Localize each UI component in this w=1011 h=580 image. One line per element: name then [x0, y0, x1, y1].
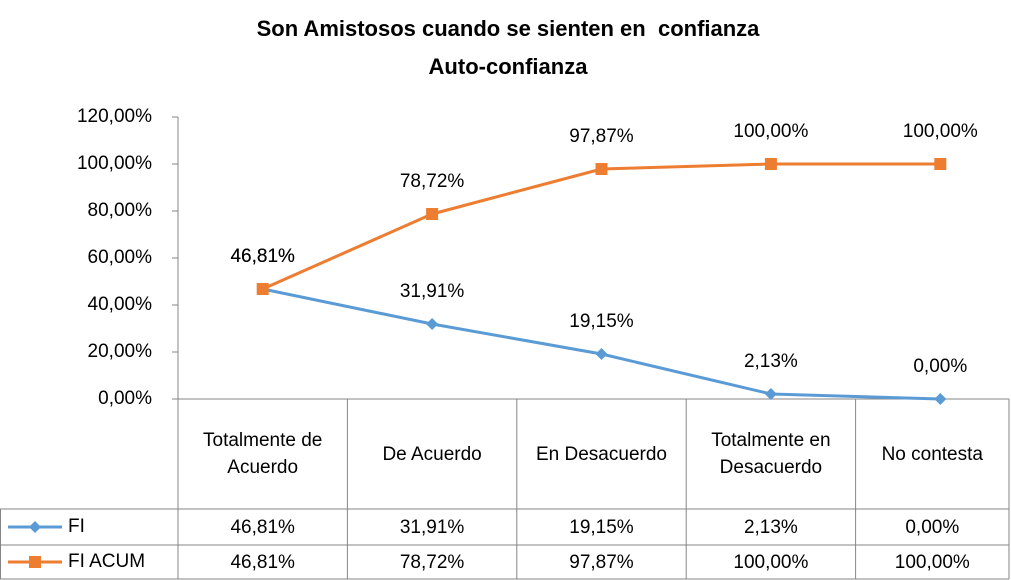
table-value: 78,72%	[399, 551, 465, 573]
table-value: 46,81%	[230, 551, 295, 573]
legend-marker	[29, 556, 41, 568]
data-label: 19,15%	[569, 311, 634, 332]
marker	[595, 347, 608, 360]
data-label: 100,00%	[903, 121, 978, 142]
x-tick-label: Totalmente en Desacuerdo	[711, 430, 831, 478]
table-value: 100,00%	[894, 551, 970, 573]
y-tick-label: 100,00%	[77, 153, 152, 174]
data-label: 78,72%	[400, 171, 465, 192]
data-label: 100,00%	[733, 121, 808, 142]
marker	[934, 158, 947, 170]
y-tick-label: 0,00%	[98, 388, 152, 409]
data-label: 46,81%	[230, 246, 295, 267]
chart-title: Son Amistosos cuando se sienten en confi…	[257, 16, 761, 41]
data-label: 2,13%	[744, 351, 798, 372]
table-value: 100,00%	[733, 551, 809, 573]
data-label: 97,87%	[569, 126, 634, 147]
x-tick-label: En Desacuerdo	[536, 443, 667, 465]
table-value: 31,91%	[399, 516, 465, 538]
marker	[426, 208, 439, 221]
y-tick-label: 80,00%	[88, 200, 153, 221]
legend-label: FI	[68, 516, 85, 537]
data-label: 31,91%	[400, 281, 465, 302]
marker	[764, 158, 777, 170]
marker	[256, 282, 269, 295]
y-tick-label: 120,00%	[77, 106, 152, 127]
marker	[934, 393, 947, 405]
data-label: 0,00%	[913, 356, 967, 377]
data-label: 46,81%	[230, 246, 295, 267]
x-tick-label: Totalmente de Acuerdo	[203, 430, 323, 478]
table-value: 97,87%	[569, 551, 634, 573]
marker	[764, 387, 777, 400]
table-value: 0,00%	[905, 516, 960, 538]
table-value: 2,13%	[743, 516, 798, 538]
series-line	[262, 162, 941, 291]
legend-marker	[29, 521, 41, 533]
table-value: 19,15%	[569, 516, 634, 538]
chart-subtitle: Auto-confianza	[429, 54, 589, 79]
y-tick-label: 60,00%	[88, 247, 153, 268]
series-line	[262, 287, 941, 401]
y-tick-label: 40,00%	[88, 294, 153, 315]
table-value: 46,81%	[230, 516, 295, 538]
legend-label: FI ACUM	[68, 551, 145, 572]
x-tick-label: No contesta	[881, 443, 983, 465]
marker	[595, 163, 608, 176]
x-tick-label: De Acuerdo	[382, 443, 482, 465]
marker	[426, 318, 439, 331]
y-tick-label: 20,00%	[88, 341, 153, 362]
